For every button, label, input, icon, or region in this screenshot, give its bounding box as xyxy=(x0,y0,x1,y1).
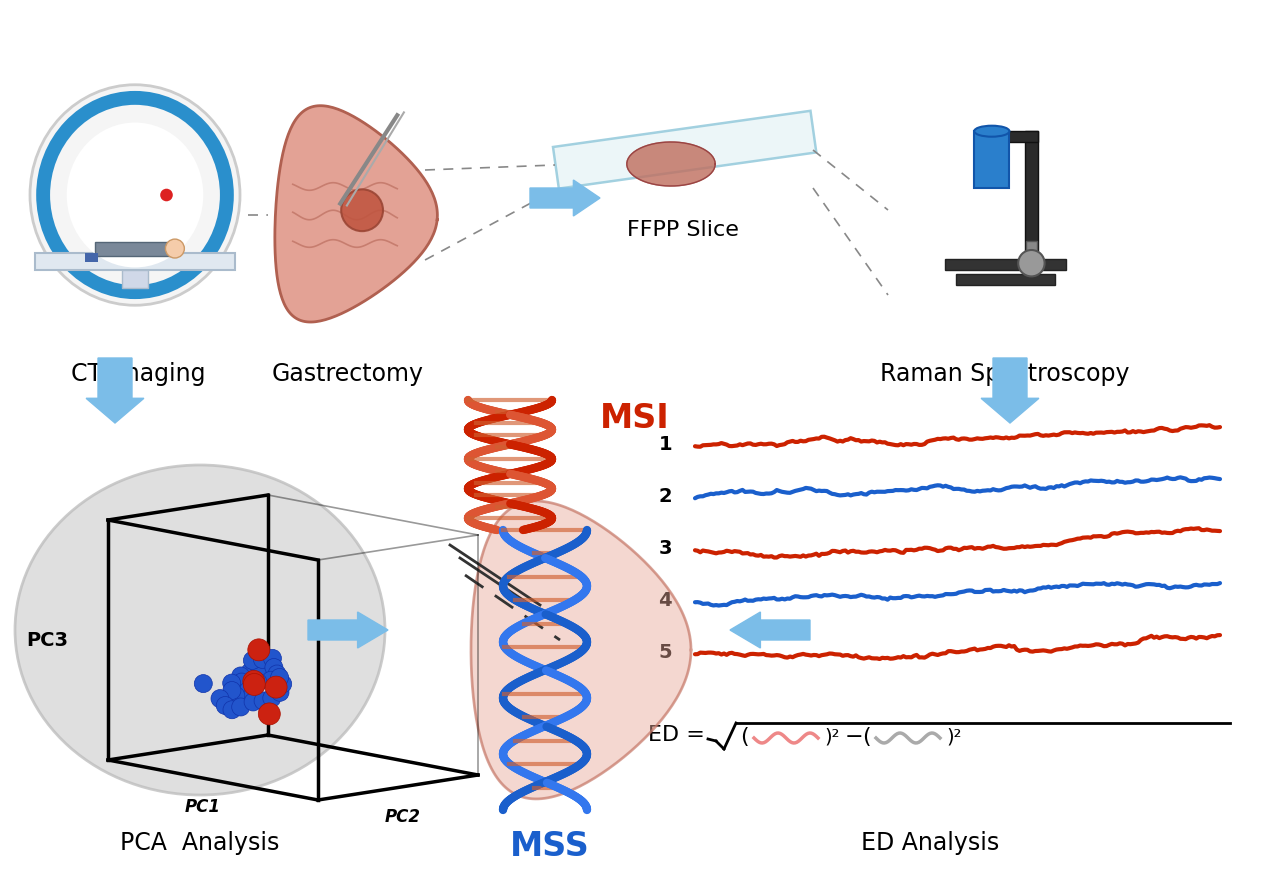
Circle shape xyxy=(265,676,288,698)
Text: PC2: PC2 xyxy=(384,808,421,825)
Circle shape xyxy=(165,239,185,258)
Text: MSI: MSI xyxy=(600,402,670,434)
Text: ED Analysis: ED Analysis xyxy=(861,831,999,855)
Ellipse shape xyxy=(974,125,1009,137)
Circle shape xyxy=(243,674,265,695)
Text: PC3: PC3 xyxy=(25,631,67,650)
Circle shape xyxy=(232,667,250,685)
FancyArrow shape xyxy=(729,612,810,648)
Circle shape xyxy=(258,702,280,725)
Text: 3: 3 xyxy=(658,539,672,559)
Circle shape xyxy=(241,663,260,681)
Text: 2: 2 xyxy=(658,488,672,507)
Circle shape xyxy=(262,671,280,689)
Circle shape xyxy=(160,189,173,202)
Bar xyxy=(1026,241,1037,261)
Text: PCA  Analysis: PCA Analysis xyxy=(121,831,280,855)
Text: 4: 4 xyxy=(658,591,672,610)
Bar xyxy=(95,242,171,256)
Text: Gastrectomy: Gastrectomy xyxy=(272,362,424,386)
Polygon shape xyxy=(626,142,715,186)
Circle shape xyxy=(265,659,283,676)
Circle shape xyxy=(244,693,262,711)
Bar xyxy=(552,111,816,189)
Bar xyxy=(945,259,1066,270)
Bar xyxy=(974,132,1009,189)
Ellipse shape xyxy=(15,465,384,795)
Ellipse shape xyxy=(43,98,227,292)
Text: ED =: ED = xyxy=(648,725,712,745)
Circle shape xyxy=(250,674,267,691)
Polygon shape xyxy=(275,106,438,322)
Text: 5: 5 xyxy=(658,644,672,662)
Text: (: ( xyxy=(862,727,871,747)
Bar xyxy=(84,253,98,262)
FancyArrow shape xyxy=(530,180,600,216)
Circle shape xyxy=(223,681,241,700)
Circle shape xyxy=(243,670,265,693)
Ellipse shape xyxy=(66,123,204,267)
Circle shape xyxy=(251,659,269,677)
Circle shape xyxy=(271,668,289,687)
Text: −: − xyxy=(845,727,863,747)
Bar xyxy=(122,269,148,289)
FancyArrow shape xyxy=(981,358,1039,423)
Circle shape xyxy=(271,683,289,702)
Ellipse shape xyxy=(31,85,241,305)
Text: 1: 1 xyxy=(658,436,672,454)
Circle shape xyxy=(243,687,261,705)
Bar xyxy=(1025,132,1037,261)
Text: (: ( xyxy=(740,727,749,747)
Circle shape xyxy=(1018,250,1045,276)
Text: FFPP Slice: FFPP Slice xyxy=(628,220,738,240)
Circle shape xyxy=(269,665,286,683)
Bar xyxy=(992,132,1037,142)
Text: PC1: PC1 xyxy=(185,798,222,816)
Circle shape xyxy=(216,696,234,715)
Text: CT Imaging: CT Imaging xyxy=(71,362,205,386)
Text: Raman Spectroscopy: Raman Spectroscopy xyxy=(880,362,1129,386)
Circle shape xyxy=(211,689,229,708)
Bar xyxy=(956,275,1054,285)
FancyArrow shape xyxy=(308,612,388,648)
Circle shape xyxy=(223,701,241,719)
Circle shape xyxy=(274,675,292,693)
Circle shape xyxy=(253,651,271,668)
Text: )²: )² xyxy=(946,728,961,746)
Circle shape xyxy=(264,649,281,667)
Circle shape xyxy=(262,689,281,707)
FancyArrow shape xyxy=(87,358,144,423)
Circle shape xyxy=(243,652,261,669)
Circle shape xyxy=(232,698,250,716)
Circle shape xyxy=(233,673,251,691)
Circle shape xyxy=(239,681,257,700)
Circle shape xyxy=(223,674,241,692)
Polygon shape xyxy=(471,501,691,799)
Circle shape xyxy=(195,674,213,693)
Bar xyxy=(112,221,158,253)
Text: )²: )² xyxy=(824,728,839,746)
Circle shape xyxy=(341,189,383,232)
Text: MSS: MSS xyxy=(510,830,589,863)
Circle shape xyxy=(248,638,270,661)
Circle shape xyxy=(255,692,272,709)
Circle shape xyxy=(227,687,244,705)
Bar xyxy=(36,253,234,269)
